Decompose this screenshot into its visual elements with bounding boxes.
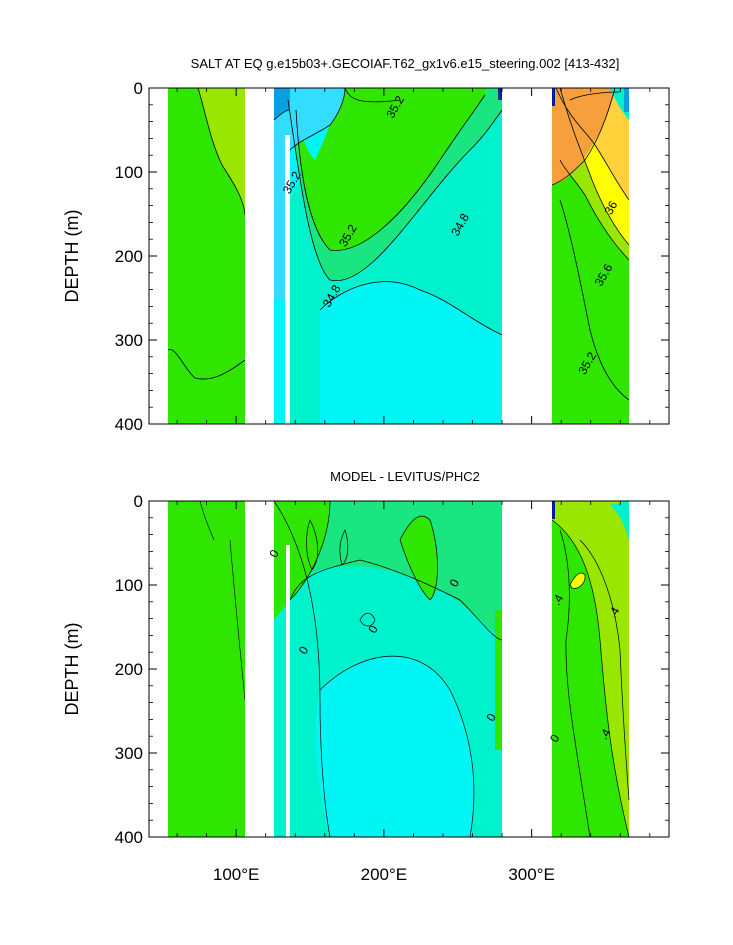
field-east-yellow xyxy=(570,573,586,589)
land-gap xyxy=(256,88,262,108)
plot-field xyxy=(167,87,630,424)
contour-lines xyxy=(167,87,630,401)
plot-field xyxy=(168,500,630,838)
field-west-deep xyxy=(168,320,245,424)
field-central-cyan xyxy=(315,656,474,837)
field-central-navy xyxy=(498,88,502,100)
field-west-green xyxy=(168,88,245,424)
field-central-mint xyxy=(274,501,502,640)
land-gap xyxy=(285,135,290,424)
contour-label: 36 xyxy=(601,198,620,217)
panel-title: MODEL - LEVITUS/PHC2 xyxy=(330,469,480,484)
x-axis-labels: 100°E 200°E 300°E xyxy=(213,865,555,884)
salinity-panel: SALT AT EQ g.e15b03+.GECOIAF.T62_gx1v6.e… xyxy=(62,56,670,434)
y-tick-label: 0 xyxy=(134,492,143,511)
y-tick-label: 400 xyxy=(115,415,143,434)
field-central-sky xyxy=(274,88,345,300)
y-axis-label: DEPTH (m) xyxy=(62,210,82,303)
land-gap xyxy=(286,545,290,837)
field-east-blue xyxy=(624,88,629,112)
y-axis-label: DEPTH (m) xyxy=(62,623,82,716)
field-central-green-patch xyxy=(400,516,438,600)
y-tick-label: 100 xyxy=(115,163,143,182)
field-central-blue xyxy=(274,88,290,120)
field-central-cyan xyxy=(320,281,502,424)
y-tick-label: 100 xyxy=(115,576,143,595)
land-gap xyxy=(245,501,274,837)
difference-panel: MODEL - LEVITUS/PHC2 xyxy=(62,469,670,847)
field-west-base xyxy=(168,501,245,837)
x-tick-label: 100°E xyxy=(213,865,260,884)
x-tick-label: 300°E xyxy=(508,865,555,884)
field-east-navy xyxy=(552,501,555,519)
land-gap xyxy=(502,501,552,837)
land-gap xyxy=(262,501,266,521)
contour-lines xyxy=(273,500,630,838)
y-tick-label: 200 xyxy=(115,247,143,266)
y-tick-label: 400 xyxy=(115,828,143,847)
y-tick-label: 200 xyxy=(115,660,143,679)
x-tick-label: 200°E xyxy=(361,865,408,884)
panel-title: SALT AT EQ g.e15b03+.GECOIAF.T62_gx1v6.e… xyxy=(191,56,620,71)
land-gap xyxy=(502,88,552,424)
field-central-green-edge xyxy=(495,610,502,750)
field-central-green xyxy=(296,88,485,251)
y-tick-label: 0 xyxy=(134,79,143,98)
field-east-teal xyxy=(610,501,629,540)
y-tick-label: 300 xyxy=(115,331,143,350)
axes: 0 100 200 300 400 xyxy=(115,492,669,847)
field-east-lightgreen xyxy=(552,501,629,837)
y-tick-label: 300 xyxy=(115,744,143,763)
field-east-navy xyxy=(552,88,555,106)
land-gap xyxy=(245,88,274,424)
axes: 0 100 200 300 400 xyxy=(115,79,669,434)
